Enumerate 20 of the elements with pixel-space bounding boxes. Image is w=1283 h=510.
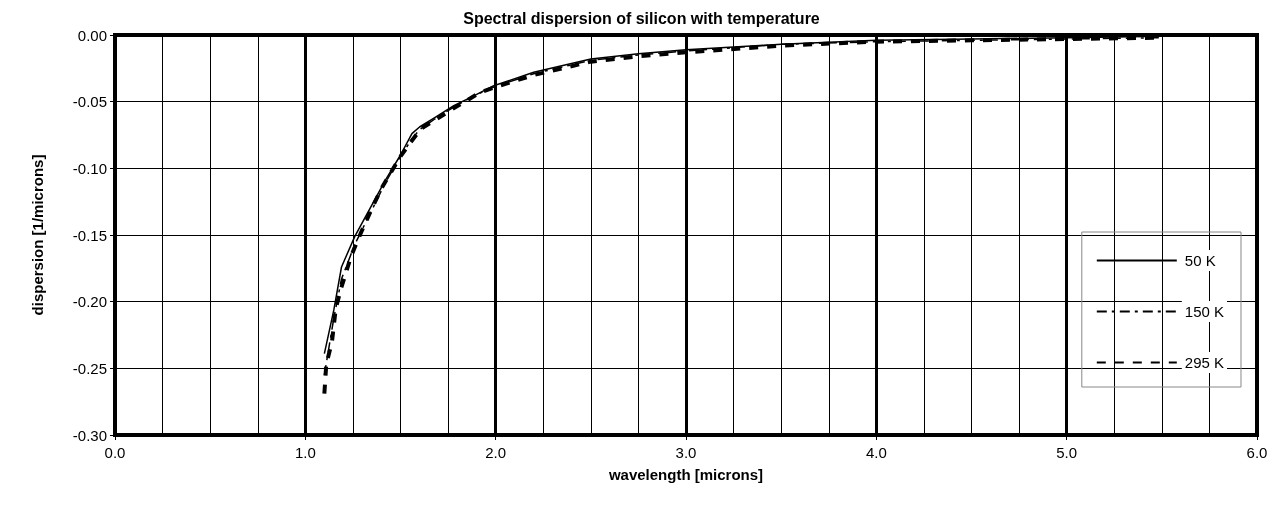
y-tick-label: -0.15 bbox=[72, 226, 107, 244]
y-tick-label: -0.10 bbox=[72, 159, 107, 177]
x-tick-label: 3.0 bbox=[675, 444, 697, 461]
text: 150 K bbox=[1184, 303, 1224, 320]
y-axis-title: dispersion [1/microns] bbox=[29, 154, 46, 316]
x-tick-label: 4.0 bbox=[865, 444, 887, 461]
y-tick-label: -0.05 bbox=[72, 93, 107, 111]
y-tick-label: -0.30 bbox=[72, 426, 107, 444]
x-tick-label: 2.0 bbox=[485, 444, 507, 461]
y-tick-label: -0.25 bbox=[72, 359, 107, 377]
x-tick-label: 5.0 bbox=[1056, 444, 1078, 461]
x-tick-label: 1.0 bbox=[294, 444, 316, 461]
y-tick-label: -0.20 bbox=[72, 293, 107, 311]
x-tick-label: 0.0 bbox=[104, 444, 126, 461]
chart-title: Spectral dispersion of silicon with temperature bbox=[463, 9, 820, 27]
x-axis-title: wavelength [microns] bbox=[607, 466, 764, 483]
text: 295 K bbox=[1184, 354, 1224, 371]
text: 50 K bbox=[1184, 252, 1216, 269]
y-tick-label: 0.00 bbox=[77, 26, 107, 44]
x-tick-label: 6.0 bbox=[1246, 444, 1268, 461]
